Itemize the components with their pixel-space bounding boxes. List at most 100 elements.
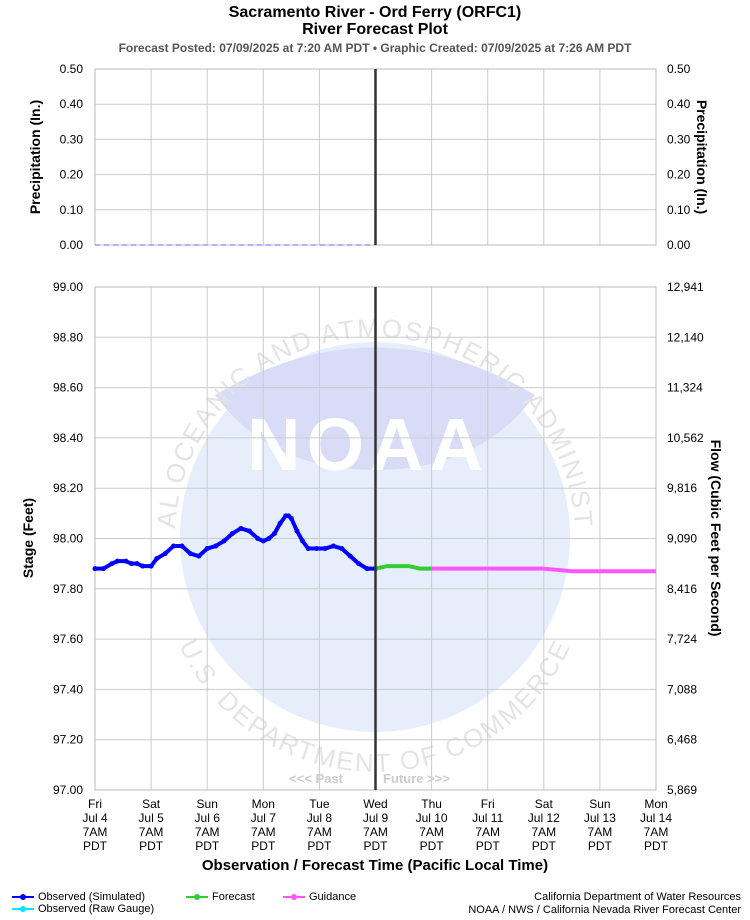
observed-point (277, 520, 283, 526)
legend-label-forecast: Forecast (212, 891, 255, 903)
series-line-forecast (375, 564, 432, 571)
observed-point (364, 566, 370, 572)
posted-info: Forecast Posted: 07/09/2025 at 7:20 AM P… (118, 41, 632, 55)
precip-ytick-left: 0.40 (60, 97, 84, 111)
observed-point (179, 543, 185, 549)
x-axis-label: Observation / Forecast Time (Pacific Loc… (202, 857, 548, 874)
precip-ylabel-left: Precipitation (In.) (27, 100, 43, 214)
credit-cnrfc: NOAA / NWS / California Nevada River For… (468, 904, 741, 916)
xtick-label: Sun Jul 6 7AM PDT (195, 797, 221, 853)
observed-point (272, 530, 278, 536)
xtick-label: Sat Jul 12 7AM PDT (528, 797, 560, 853)
legend-swatch-guidance (283, 894, 305, 900)
stage-ytick-left: 97.60 (53, 632, 83, 646)
observed-point (123, 558, 129, 564)
legend: Observed (Simulated) Observed (Raw Gauge… (12, 891, 154, 915)
observed-point (221, 538, 227, 544)
xtick-label: Thu Jul 10 7AM PDT (416, 797, 448, 853)
observed-point (114, 558, 120, 564)
stage-ytick-left: 97.20 (53, 733, 83, 747)
xtick-label: Sat Jul 5 7AM PDT (138, 797, 164, 853)
flow-ytick-right: 6,468 (667, 733, 697, 747)
observed-point (322, 546, 328, 552)
legend-label-observed-raw: Observed (Raw Gauge) (38, 903, 155, 915)
observed-point (300, 538, 306, 544)
observed-point (266, 536, 272, 541)
precip-ytick-left: 0.50 (60, 62, 84, 76)
flow-ytick-right: 9,090 (667, 532, 697, 546)
xtick-label: Fri Jul 4 7AM PDT (82, 797, 108, 853)
precip-ytick-left: 0.10 (60, 203, 84, 217)
stage-panel: 97.00 5,869 97.20 6,468 97.40 7,088 97.60 7,724… (20, 69, 724, 874)
flow-ytick-right: 12,941 (667, 280, 704, 294)
precip-ytick-left: 0.20 (60, 168, 84, 182)
series-line-guidance (431, 566, 656, 574)
stage-ytick-left: 98.60 (53, 381, 83, 395)
future-annotation: Future >>> (383, 771, 450, 786)
legend-forecast: Forecast (186, 891, 255, 903)
precipitation-panel: 0.00 0.00 0.10 0.10 0.20 0.20 0.30 0.30 0.40 0.40… (27, 62, 710, 252)
legend-item-forecast: Forecast (186, 891, 255, 903)
stage-ytick-left: 97.00 (53, 783, 83, 797)
precip-ytick-right: 0.50 (667, 62, 691, 76)
chart-subtitle: River Forecast Plot (302, 21, 448, 38)
noaa-watermark: NOAA NATIONAL OCEANIC AND ATMOSPHERIC AD… (0, 0, 597, 778)
observed-point (229, 530, 235, 536)
legend-item-observed-simulated: Observed (Simulated) (12, 891, 154, 903)
observed-point (100, 566, 106, 572)
observed-point (154, 556, 160, 562)
legend-item-observed-raw: Observed (Raw Gauge) (12, 903, 154, 915)
observed-point (238, 525, 244, 531)
observed-point (109, 561, 115, 567)
flow-ylabel-right: Flow (Cubic Feet per Second) (708, 440, 724, 637)
precip-ytick-right: 0.20 (667, 168, 691, 182)
stage-ytick-left: 98.00 (53, 532, 83, 546)
observed-point (294, 528, 300, 534)
flow-ytick-right: 7,088 (667, 682, 697, 696)
flow-ytick-right: 9,816 (667, 481, 697, 495)
legend-swatch-observed-simulated (12, 894, 34, 900)
past-annotation: <<< Past (289, 771, 344, 786)
observed-point (148, 563, 154, 569)
observed-point (255, 536, 261, 541)
observed-point (260, 538, 266, 544)
precip-ytick-right: 0.30 (667, 132, 691, 146)
observed-point (187, 551, 193, 557)
legend-guidance: Guidance (283, 891, 356, 903)
flow-ytick-right: 5,869 (667, 783, 697, 797)
observed-point (288, 515, 294, 521)
xtick-label: Fri Jul 11 7AM PDT (472, 797, 503, 853)
precip-ytick-left: 0.30 (60, 132, 84, 146)
flow-ytick-right: 11,324 (667, 381, 703, 395)
observed-point (162, 551, 168, 557)
observed-point (347, 553, 353, 559)
xtick-label: Tue Jul 8 7AM PDT (307, 797, 333, 853)
observed-point (196, 553, 202, 559)
observed-point (305, 546, 311, 552)
precip-ylabel-right: Precipitation (In.) (694, 100, 710, 214)
observed-point (339, 546, 345, 552)
precip-ytick-right: 0.40 (667, 97, 691, 111)
observed-point (171, 543, 177, 549)
observed-point (330, 543, 336, 549)
stage-ytick-left: 97.80 (53, 582, 83, 596)
observed-point (128, 561, 134, 567)
observed-point (134, 561, 140, 567)
stage-ylabel-left: Stage (Feet) (20, 498, 36, 578)
legend-swatch-observed-raw (12, 906, 34, 912)
xtick-label: Wed Jul 9 7AM PDT (363, 797, 389, 853)
precip-ytick-right: 0.00 (667, 238, 691, 252)
series-line-observed-simulated (95, 513, 376, 571)
stage-ytick-left: 97.40 (53, 682, 83, 696)
legend-label-observed-simulated: Observed (Simulated) (38, 891, 145, 903)
precip-ytick-right: 0.10 (667, 203, 691, 217)
observed-point (204, 546, 210, 552)
stage-ytick-left: 98.80 (53, 330, 83, 344)
legend-swatch-forecast (186, 894, 208, 900)
flow-ytick-right: 12,140 (667, 330, 704, 344)
observed-point (213, 543, 219, 549)
observed-point (314, 546, 320, 552)
flow-ytick-right: 10,562 (667, 431, 704, 445)
xtick-label: Sun Jul 13 7AM PDT (584, 797, 616, 853)
